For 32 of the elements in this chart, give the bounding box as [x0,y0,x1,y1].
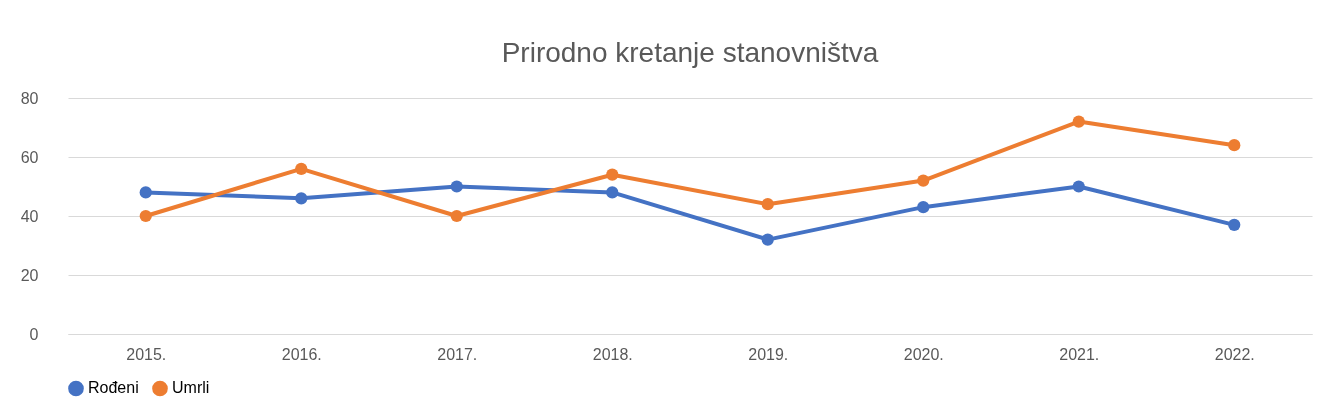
chart-title: Prirodno kretanje stanovništva [501,37,879,68]
point [761,198,774,211]
x-tick-label: 2020. [903,345,944,363]
point [450,209,463,223]
x-tick-label: 2022. [1214,345,1255,363]
point [606,168,619,181]
point [1072,180,1085,193]
point [761,233,774,246]
x-tick-label: 2016. [281,345,322,363]
y-tick-label: 20 [20,266,39,284]
point [295,192,308,205]
x-tick-label: 2015. [126,345,167,363]
point [917,201,930,214]
legend-label: Umrli [172,379,210,397]
x-tick-label: 2019. [748,345,789,363]
point [1072,115,1085,128]
legend-label: Rođeni [88,379,139,397]
x-tick-label: 2017. [437,345,478,363]
point [450,180,463,193]
point [139,209,152,223]
y-tick-label: 60 [20,148,39,166]
point [1228,139,1241,152]
x-tick-label: 2021. [1059,345,1100,363]
y-tick-label: 80 [20,89,39,107]
point [1228,218,1241,231]
point [295,162,308,175]
point [917,174,930,187]
point [139,186,152,199]
y-tick-label: 40 [20,207,39,225]
y-tick-label: 0 [29,325,39,343]
x-tick-label: 2018. [592,345,633,363]
point [606,186,619,199]
